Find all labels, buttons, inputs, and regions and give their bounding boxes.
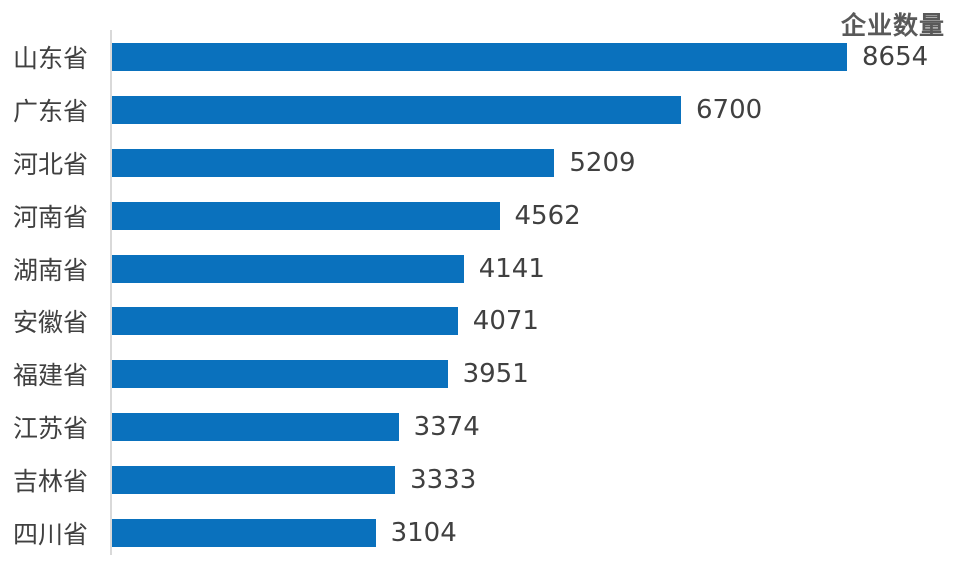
bar-track: 3333 xyxy=(110,453,959,506)
bar[interactable] xyxy=(112,360,448,389)
bar-row: 河南省 4562 xyxy=(0,189,959,242)
bar-row: 湖南省 4141 xyxy=(0,242,959,295)
value-label: 5209 xyxy=(569,147,636,178)
plot-area: 山东省 8654 广东省 6700 河北省 5209 河南省 4562 湖南省 … xyxy=(0,31,959,559)
bar[interactable] xyxy=(112,43,847,72)
bar-track: 6700 xyxy=(110,84,959,137)
value-label: 6700 xyxy=(696,95,763,126)
category-label: 吉林省 xyxy=(12,466,88,496)
bar-track: 8654 xyxy=(110,31,959,84)
category-label: 广东省 xyxy=(12,97,88,127)
bar-row: 江苏省 3374 xyxy=(0,401,959,454)
value-label: 4562 xyxy=(514,200,581,231)
bar[interactable] xyxy=(112,201,500,230)
bar-row: 福建省 3951 xyxy=(0,348,959,401)
bar-row: 河北省 5209 xyxy=(0,137,959,190)
bar-row: 广东省 6700 xyxy=(0,84,959,137)
value-label: 3951 xyxy=(462,359,529,390)
value-label: 3104 xyxy=(390,517,457,548)
bar[interactable] xyxy=(112,307,458,336)
bar-track: 3104 xyxy=(110,506,959,559)
category-label: 山东省 xyxy=(12,44,88,74)
value-label: 3374 xyxy=(413,411,480,442)
category-label: 安徽省 xyxy=(12,308,88,338)
bar[interactable] xyxy=(112,254,464,283)
bar[interactable] xyxy=(112,518,376,547)
value-label: 4141 xyxy=(478,253,545,284)
bar-track: 5209 xyxy=(110,137,959,190)
category-label: 河北省 xyxy=(12,149,88,179)
category-label: 湖南省 xyxy=(12,255,88,285)
bar-track: 3951 xyxy=(110,348,959,401)
bar-row: 山东省 8654 xyxy=(0,31,959,84)
category-label: 福建省 xyxy=(12,361,88,391)
category-label: 河南省 xyxy=(12,202,88,232)
value-label: 4071 xyxy=(472,306,539,337)
bar-row: 四川省 3104 xyxy=(0,506,959,559)
value-label: 8654 xyxy=(862,42,929,73)
bar-track: 4071 xyxy=(110,295,959,348)
chart-series-title: 企业数量 xyxy=(840,11,945,40)
value-label: 3333 xyxy=(410,464,477,495)
y-axis-line xyxy=(110,30,112,555)
bar-track: 4562 xyxy=(110,189,959,242)
category-label: 江苏省 xyxy=(12,413,88,443)
category-label: 四川省 xyxy=(12,519,88,549)
bar[interactable] xyxy=(112,96,681,125)
bar-row: 安徽省 4071 xyxy=(0,295,959,348)
bar[interactable] xyxy=(112,148,555,177)
bar[interactable] xyxy=(112,465,396,494)
bar-track: 3374 xyxy=(110,401,959,454)
bar-track: 4141 xyxy=(110,242,959,295)
bar-row: 吉林省 3333 xyxy=(0,453,959,506)
bar[interactable] xyxy=(112,412,399,441)
